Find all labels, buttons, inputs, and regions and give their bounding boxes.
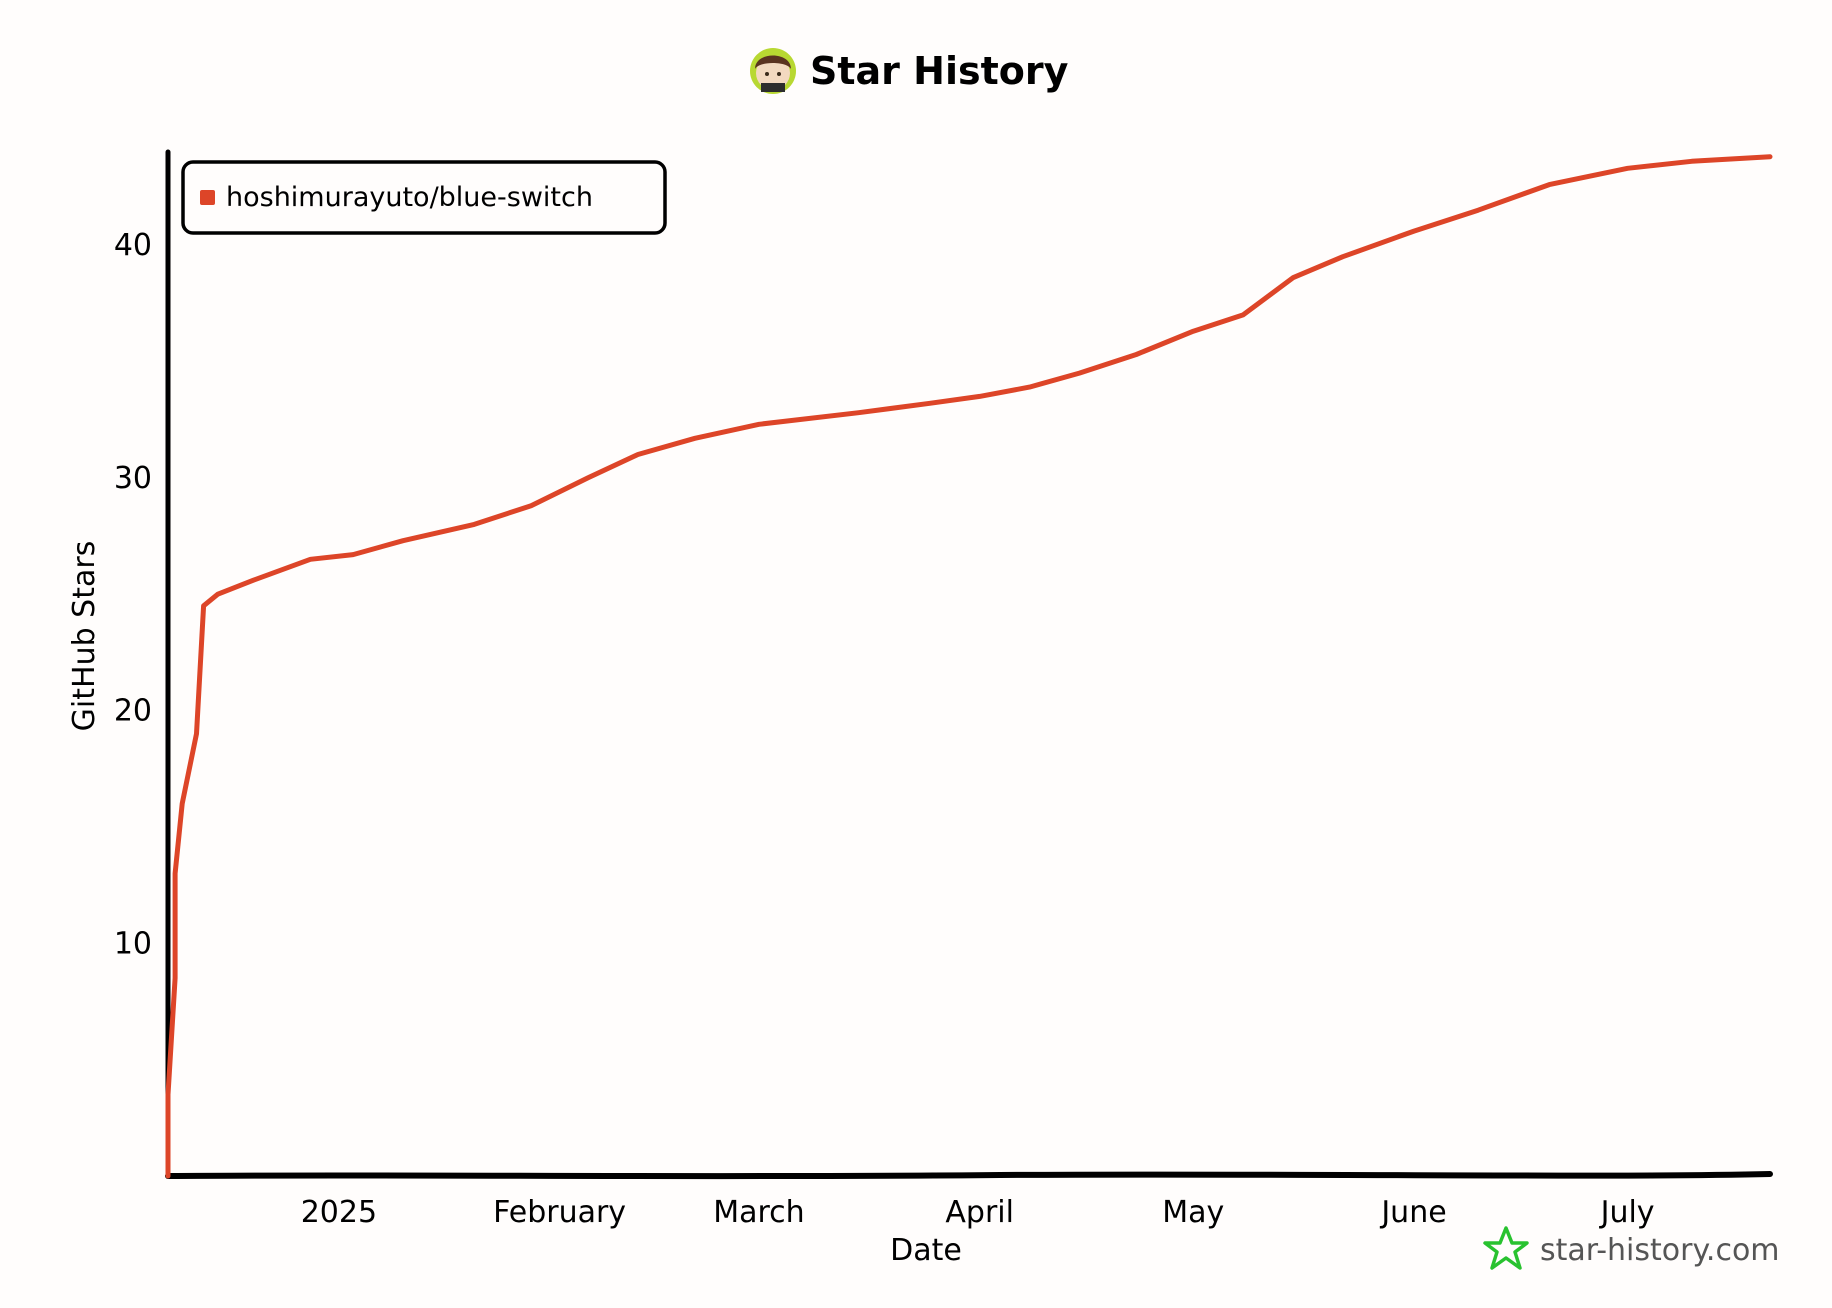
x-tick-label: May: [1162, 1195, 1224, 1230]
legend-box: [181, 160, 667, 235]
x-tick-label: June: [1379, 1195, 1446, 1230]
x-tick-label: April: [945, 1195, 1014, 1230]
avatar-icon: [750, 48, 796, 94]
footer-brand[interactable]: star-history.com: [1483, 1226, 1780, 1270]
y-axis-line: [165, 149, 171, 1179]
star-outline-icon: [1483, 1226, 1529, 1270]
x-axis-title: Date: [890, 1233, 962, 1268]
legend-swatch: [200, 190, 215, 205]
series-layer: [165, 154, 1773, 1179]
x-axis-line: [165, 1171, 1773, 1180]
y-tick-label: 30: [114, 461, 152, 496]
y-tick-label: 40: [114, 228, 152, 263]
y-axis-title: GitHub Stars: [67, 541, 102, 732]
y-tick-label: 10: [114, 926, 152, 961]
axes: [165, 149, 1773, 1180]
chart-header: Star History: [750, 48, 1069, 94]
x-tick-label: February: [493, 1195, 626, 1230]
chart-title: Star History: [810, 49, 1069, 93]
x-tick-label: March: [713, 1195, 804, 1230]
legend: hoshimurayuto/blue-switch: [181, 160, 667, 235]
y-tick-label: 20: [114, 694, 152, 729]
x-tick-label: 2025: [301, 1195, 377, 1230]
legend-series-label: hoshimurayuto/blue-switch: [226, 182, 593, 213]
x-tick-labels: 2025 February March April May June July: [301, 1195, 1655, 1230]
footer-brand-text[interactable]: star-history.com: [1540, 1233, 1780, 1268]
series-line: [165, 154, 1773, 1179]
y-tick-labels: 10 20 30 40: [114, 228, 152, 961]
x-tick-label: July: [1599, 1195, 1655, 1230]
